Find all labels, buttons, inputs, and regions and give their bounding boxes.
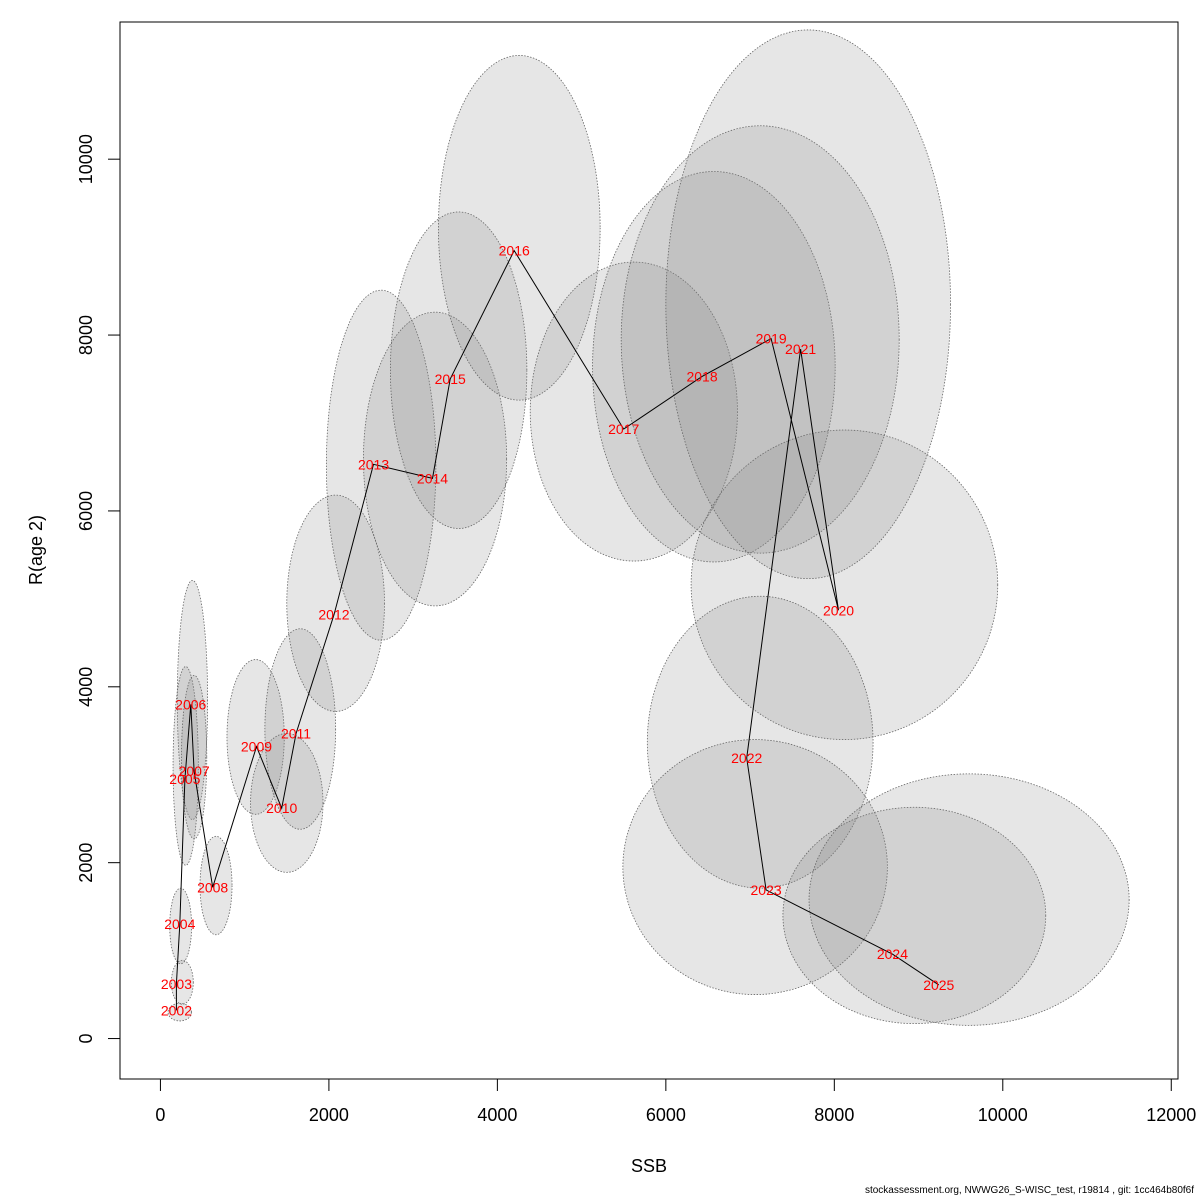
x-tick-label-10000: 10000 xyxy=(978,1105,1028,1125)
y-tick-label-4000: 4000 xyxy=(76,667,96,707)
year-label-2010: 2010 xyxy=(266,800,297,816)
x-tick-label-6000: 6000 xyxy=(646,1105,686,1125)
y-tick-label-8000: 8000 xyxy=(76,315,96,355)
year-label-2023: 2023 xyxy=(751,882,782,898)
confidence-ellipse-2016 xyxy=(438,55,601,401)
confidence-ellipse-2017 xyxy=(529,261,738,562)
year-label-2002: 2002 xyxy=(161,1002,192,1018)
y-tick-label-10000: 10000 xyxy=(76,134,96,184)
confidence-ellipse-2020 xyxy=(690,429,999,740)
y-axis-title: R(age 2) xyxy=(26,515,46,585)
confidence-ellipse-2011 xyxy=(264,628,337,830)
confidence-ellipse-2013 xyxy=(325,289,437,641)
confidence-ellipse-2012 xyxy=(286,494,385,712)
year-label-2022: 2022 xyxy=(731,750,762,766)
year-label-2024: 2024 xyxy=(877,946,908,962)
confidence-ellipse-2023 xyxy=(622,739,888,995)
year-label-2004: 2004 xyxy=(164,916,195,932)
confidence-ellipse-2021 xyxy=(665,29,951,580)
year-label-2017: 2017 xyxy=(608,421,639,437)
year-labels: 2002 2003 2004 2005 2006 2007 2008 2009 2010 2011… xyxy=(161,243,955,1019)
year-label-2016: 2016 xyxy=(499,243,530,259)
year-label-2008: 2008 xyxy=(197,879,228,895)
year-label-2011: 2011 xyxy=(281,725,311,741)
confidence-ellipse-2014 xyxy=(363,311,508,607)
trajectory-line xyxy=(175,249,940,1011)
year-label-2021: 2021 xyxy=(785,341,816,357)
year-label-2003: 2003 xyxy=(161,976,192,992)
confidence-ellipse-2018 xyxy=(592,171,836,563)
footer-credit: stockassessment.org, NWWG26_S-WISC_test,… xyxy=(864,1185,1194,1196)
year-label-2015: 2015 xyxy=(435,371,466,387)
confidence-ellipse-2010 xyxy=(250,733,324,873)
year-label-2020: 2020 xyxy=(823,602,854,618)
confidence-ellipse-2009 xyxy=(226,659,285,815)
confidence-ellipse-2025 xyxy=(808,773,1130,1026)
y-tick-label-2000: 2000 xyxy=(76,843,96,883)
y-tick-label-6000: 6000 xyxy=(76,491,96,531)
year-label-2013: 2013 xyxy=(358,456,389,472)
y-axis: 0 2000 4000 6000 8000 10000 xyxy=(76,134,121,1044)
year-label-2012: 2012 xyxy=(318,607,349,623)
year-label-2019: 2019 xyxy=(756,331,787,347)
x-axis-title: SSB xyxy=(631,1156,667,1176)
confidence-ellipse-2022 xyxy=(646,595,874,889)
confidence-ellipse-2007 xyxy=(181,674,208,840)
x-tick-label-2000: 2000 xyxy=(309,1105,349,1125)
year-label-2009: 2009 xyxy=(241,739,272,755)
x-tick-label-4000: 4000 xyxy=(477,1105,517,1125)
x-axis: 0 2000 4000 6000 8000 10000 12000 xyxy=(155,1078,1196,1125)
year-label-2014: 2014 xyxy=(417,470,448,486)
confidence-ellipse-2002 xyxy=(167,1002,193,1022)
year-label-2007: 2007 xyxy=(179,763,210,779)
year-label-2018: 2018 xyxy=(686,368,717,384)
x-tick-label-12000: 12000 xyxy=(1146,1105,1196,1125)
year-label-2005: 2005 xyxy=(169,771,200,787)
confidence-ellipse-2006 xyxy=(176,579,209,820)
x-tick-label-0: 0 xyxy=(155,1105,165,1125)
confidence-ellipses xyxy=(167,29,1130,1026)
year-label-2025: 2025 xyxy=(923,977,954,993)
confidence-ellipse-2015 xyxy=(389,211,528,529)
confidence-ellipse-2024 xyxy=(782,806,1047,1024)
year-label-2006: 2006 xyxy=(175,696,206,712)
confidence-ellipse-2019 xyxy=(620,125,900,554)
x-tick-label-8000: 8000 xyxy=(814,1105,854,1125)
y-tick-label-0: 0 xyxy=(76,1034,96,1044)
